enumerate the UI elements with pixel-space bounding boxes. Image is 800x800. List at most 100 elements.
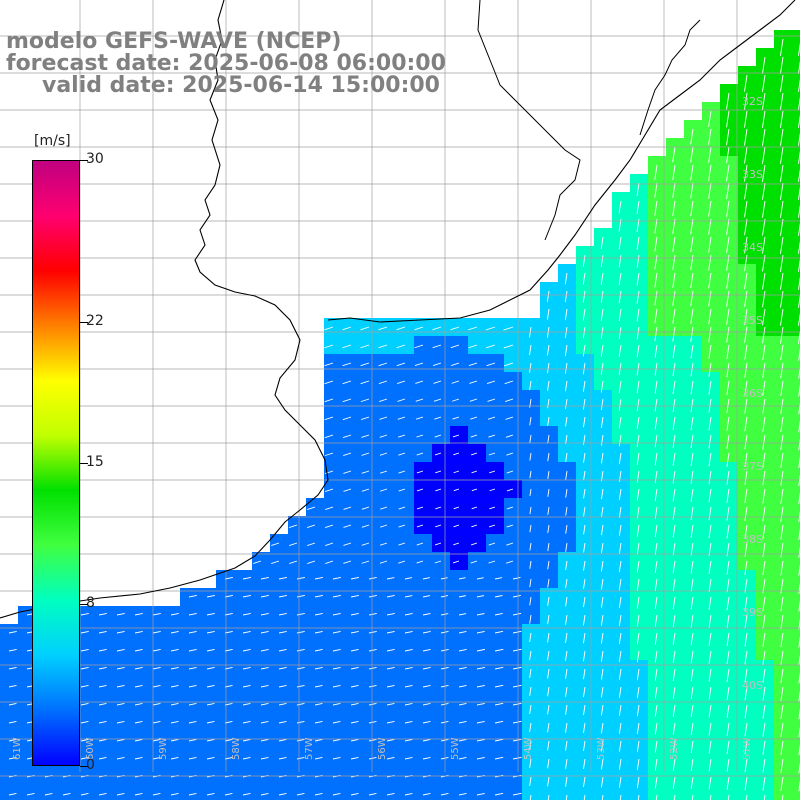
wind-arrow (762, 524, 766, 540)
wind-arrow (170, 685, 179, 688)
wind-arrow (152, 649, 161, 652)
wind-arrow (416, 560, 424, 564)
wind-arrow (636, 254, 640, 268)
wind-arrow (583, 686, 586, 698)
colorbar-tick-mark (80, 463, 88, 464)
wind-arrow (654, 398, 658, 412)
wind-arrow (780, 722, 784, 737)
wind-arrow (476, 666, 486, 670)
wind-arrow (780, 146, 784, 164)
wind-arrow (188, 703, 197, 706)
wind-arrow (505, 434, 514, 438)
wind-arrow (582, 344, 586, 357)
wind-arrow (350, 630, 359, 634)
wind-cell (612, 786, 630, 800)
wind-arrow (278, 757, 287, 760)
wind-arrow (470, 560, 478, 564)
wind-arrow (471, 470, 478, 474)
wind-arrow (708, 632, 712, 646)
wind-arrow (529, 758, 532, 768)
wind-arrow (564, 308, 568, 321)
wind-arrow (762, 200, 766, 218)
wind-arrow (672, 668, 676, 681)
wind-arrow (494, 577, 503, 580)
wind-arrow (565, 632, 568, 643)
wind-arrow (726, 614, 730, 629)
wind-arrow (583, 632, 586, 644)
wind-arrow (206, 739, 215, 742)
wind-arrow (744, 740, 748, 755)
wind-arrow (547, 362, 550, 374)
wind-arrow (546, 308, 550, 320)
wind-arrow (314, 630, 323, 634)
wind-arrow (432, 326, 442, 331)
wind-arrow (762, 146, 766, 164)
wind-arrow (98, 793, 107, 796)
wind-arrow (458, 685, 467, 688)
wind-arrow (452, 416, 460, 420)
wind-arrow (324, 416, 334, 421)
wind-arrow (762, 632, 766, 647)
wind-arrow (618, 434, 622, 447)
wind-arrow (636, 596, 640, 609)
wind-arrow (116, 721, 125, 724)
wind-arrow (453, 470, 460, 474)
wind-arrow (618, 740, 622, 752)
wind-arrow (565, 560, 568, 571)
wind-arrow (672, 506, 676, 520)
wind-arrow (134, 793, 143, 796)
wind-arrow (636, 524, 640, 537)
wind-arrow (325, 506, 334, 510)
wind-arrow (582, 290, 586, 303)
wind-arrow (368, 703, 377, 706)
wind-arrow (618, 416, 622, 429)
wind-arrow (414, 362, 424, 367)
wind-arrow (332, 685, 341, 688)
wind-arrow (708, 128, 712, 145)
wind-arrow (488, 434, 496, 438)
wind-arrow (529, 704, 532, 715)
wind-arrow (116, 793, 125, 796)
wind-arrow (654, 200, 658, 216)
wind-arrow (672, 722, 676, 735)
wind-arrow (494, 630, 504, 634)
wind-arrow (690, 506, 694, 520)
wind-arrow (672, 272, 676, 288)
wind-arrow (600, 308, 604, 321)
wind-arrow (324, 434, 334, 439)
wind-arrow (726, 416, 730, 431)
lagoon-outline (639, 19, 701, 136)
latitude-label: 35S (742, 314, 763, 327)
wind-arrow (709, 794, 712, 800)
wind-arrow (744, 272, 748, 290)
wind-arrow (708, 560, 712, 575)
wind-arrow (654, 650, 658, 663)
wind-cell (792, 516, 800, 534)
wind-arrow (600, 776, 604, 788)
wind-cell (324, 786, 342, 800)
wind-arrow (152, 757, 161, 760)
wind-arrow (504, 380, 514, 385)
wind-arrow (188, 667, 197, 670)
wind-arrow (8, 757, 17, 760)
wind-arrow (506, 488, 514, 492)
colorbar-tick-mark (80, 321, 88, 323)
valid-date: valid date: 2025-06-14 15:00:00 (42, 73, 440, 98)
wind-arrow (780, 452, 784, 468)
wind-arrow (547, 560, 550, 570)
wind-arrow (655, 794, 658, 800)
wind-arrow (476, 577, 484, 580)
wind-arrow (458, 739, 467, 742)
wind-arrow (654, 416, 658, 430)
wind-arrow (762, 758, 766, 773)
wind-arrow (476, 720, 485, 724)
wind-arrow (188, 685, 197, 688)
wind-arrow (744, 380, 748, 396)
wind-arrow (398, 470, 406, 474)
wind-arrow (618, 632, 622, 645)
wind-arrow (476, 613, 485, 616)
wind-arrow (654, 776, 658, 789)
wind-arrow (470, 434, 478, 438)
wind-arrow (350, 757, 359, 760)
wind-arrow (636, 326, 640, 340)
